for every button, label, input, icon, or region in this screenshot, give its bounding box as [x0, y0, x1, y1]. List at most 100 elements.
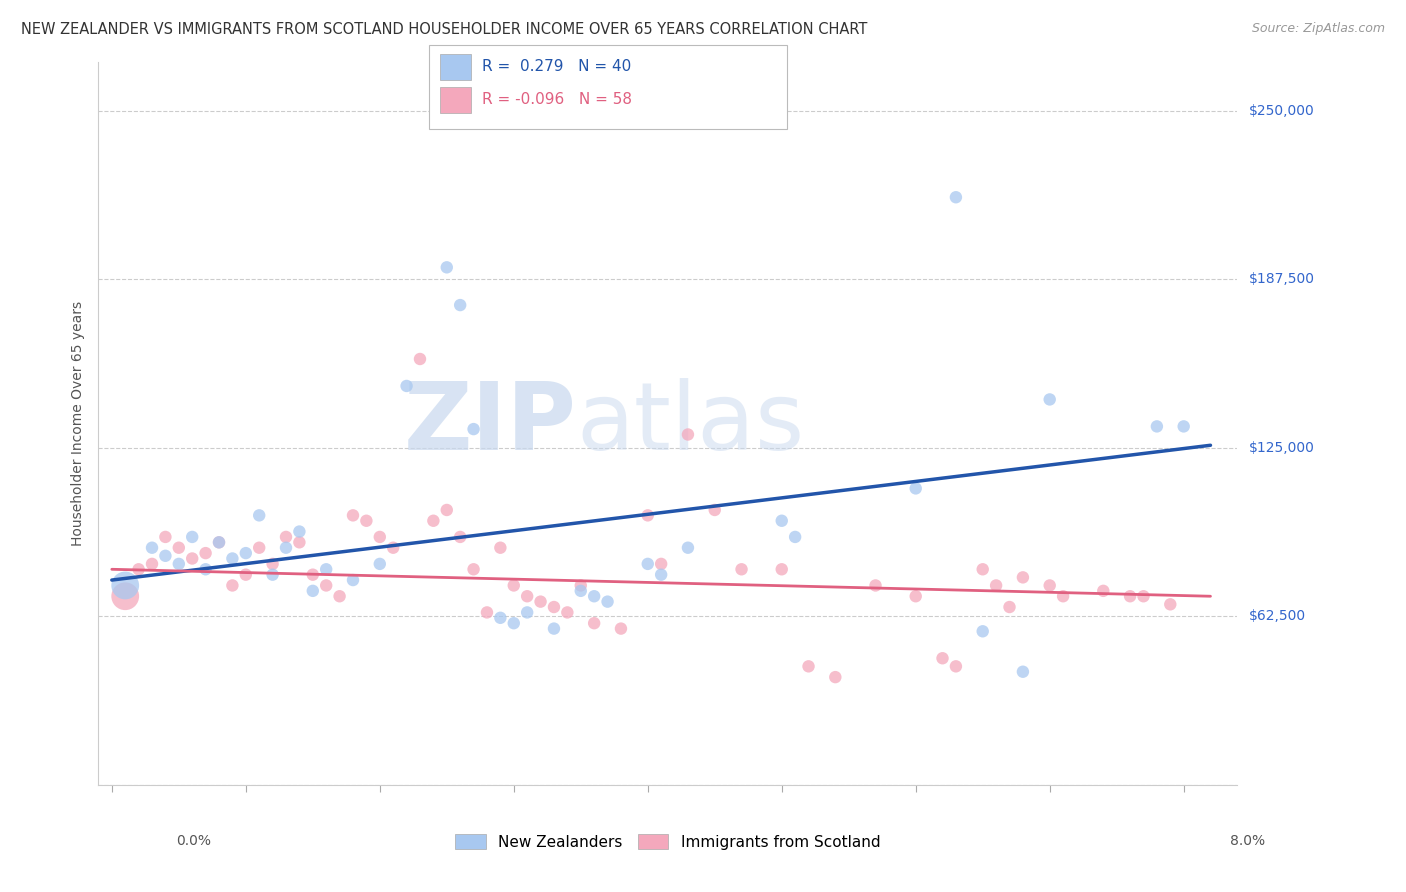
Point [114, 578, 136, 592]
Point [368, 557, 391, 571]
Point [676, 427, 699, 442]
Point [1012, 665, 1035, 679]
Point [972, 624, 994, 639]
Text: $125,000: $125,000 [1249, 441, 1315, 455]
Point [208, 535, 231, 549]
Text: NEW ZEALANDER VS IMMIGRANTS FROM SCOTLAND HOUSEHOLDER INCOME OVER 65 YEARS CORRE: NEW ZEALANDER VS IMMIGRANTS FROM SCOTLAN… [21, 22, 868, 37]
Point [235, 567, 257, 582]
Point [208, 535, 231, 549]
Point [194, 546, 217, 560]
Point [502, 616, 524, 631]
Point [342, 508, 364, 523]
Point [945, 659, 967, 673]
Point [984, 578, 1007, 592]
Text: atlas: atlas [576, 377, 806, 470]
Text: $187,500: $187,500 [1249, 272, 1315, 286]
Point [262, 567, 284, 582]
Point [583, 589, 606, 603]
Point [167, 557, 190, 571]
Point [449, 530, 471, 544]
Point [529, 594, 551, 608]
Point [422, 514, 444, 528]
Point [610, 622, 633, 636]
Point [502, 578, 524, 592]
Point [516, 589, 538, 603]
Point [569, 583, 592, 598]
Point [274, 541, 297, 555]
Point [329, 589, 352, 603]
Point [395, 379, 418, 393]
Point [155, 549, 177, 563]
Text: R = -0.096   N = 58: R = -0.096 N = 58 [482, 93, 633, 107]
Point [141, 557, 163, 571]
Point [141, 541, 163, 555]
Point [865, 578, 887, 592]
Point [463, 562, 485, 576]
Point [301, 583, 323, 598]
Point [128, 562, 150, 576]
Point [356, 514, 378, 528]
Point [463, 422, 485, 436]
Point [797, 659, 820, 673]
Point [904, 482, 927, 496]
Point [449, 298, 471, 312]
Point [1132, 589, 1154, 603]
Point [1159, 598, 1181, 612]
Point [824, 670, 846, 684]
Text: Source: ZipAtlas.com: Source: ZipAtlas.com [1251, 22, 1385, 36]
Point [557, 606, 579, 620]
Point [409, 351, 432, 366]
Point [904, 589, 927, 603]
Point [583, 616, 606, 631]
Point [1039, 578, 1062, 592]
Point [489, 611, 512, 625]
Point [1092, 583, 1115, 598]
Point [543, 600, 565, 615]
Point [235, 546, 257, 560]
Point [945, 190, 967, 204]
Point [315, 562, 337, 576]
Point [167, 541, 190, 555]
Point [181, 530, 204, 544]
Point [637, 508, 659, 523]
Point [315, 578, 337, 592]
Point [770, 514, 793, 528]
Point [274, 530, 297, 544]
Point [489, 541, 512, 555]
Legend: New Zealanders, Immigrants from Scotland: New Zealanders, Immigrants from Scotland [456, 834, 880, 849]
Point [114, 589, 136, 603]
Point [288, 524, 311, 539]
Point [650, 567, 672, 582]
Point [516, 606, 538, 620]
Point [1146, 419, 1168, 434]
Text: ZIP: ZIP [404, 377, 576, 470]
Point [382, 541, 405, 555]
Point [221, 551, 243, 566]
Text: 0.0%: 0.0% [176, 834, 211, 848]
Point [247, 508, 270, 523]
Point [1039, 392, 1062, 407]
Point [1173, 419, 1195, 434]
Text: $62,500: $62,500 [1249, 609, 1306, 624]
Point [703, 503, 725, 517]
Point [569, 578, 592, 592]
Point [288, 535, 311, 549]
Point [436, 503, 458, 517]
Point [368, 530, 391, 544]
Point [155, 530, 177, 544]
Text: 8.0%: 8.0% [1230, 834, 1265, 848]
Point [972, 562, 994, 576]
Point [931, 651, 953, 665]
Point [1012, 570, 1035, 584]
Point [262, 557, 284, 571]
Text: $250,000: $250,000 [1249, 104, 1315, 118]
Point [247, 541, 270, 555]
Point [998, 600, 1021, 615]
Point [475, 606, 498, 620]
Point [676, 541, 699, 555]
Point [770, 562, 793, 576]
Point [730, 562, 752, 576]
Y-axis label: Householder Income Over 65 years: Householder Income Over 65 years [72, 301, 86, 546]
Point [436, 260, 458, 275]
Point [1052, 589, 1074, 603]
